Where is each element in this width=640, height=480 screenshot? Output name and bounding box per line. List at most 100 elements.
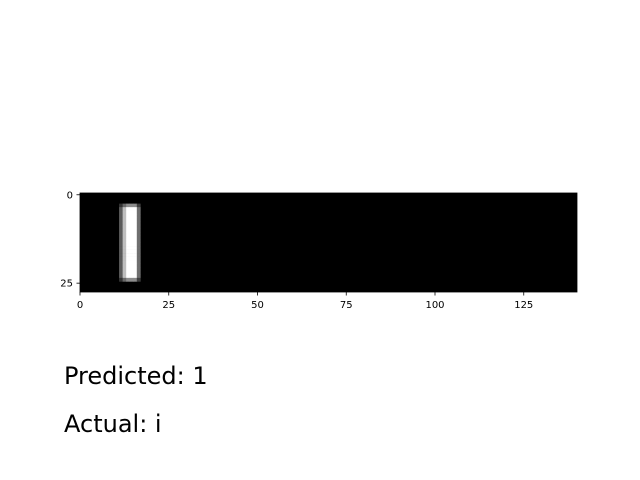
image-pixel	[133, 238, 138, 243]
image-pixel	[136, 270, 141, 275]
image-pixel	[129, 277, 134, 282]
image-pixel	[126, 267, 130, 272]
image-pixel	[119, 228, 123, 233]
image-pixel	[126, 246, 130, 250]
image-pixel	[126, 210, 130, 215]
y-axis: 0 25	[60, 190, 80, 290]
image-pixel	[119, 246, 123, 250]
image-pixel	[126, 263, 130, 268]
image-pixel	[133, 260, 138, 265]
image-pixel	[129, 228, 134, 233]
image-pixel	[122, 270, 127, 275]
image-pixel	[122, 231, 127, 236]
x-tick-label: 75	[340, 300, 353, 311]
image-pixel	[133, 207, 138, 211]
image-pixel	[122, 246, 127, 250]
image-pixel	[122, 277, 127, 282]
image-pixel	[136, 214, 141, 219]
image-pixel	[133, 214, 138, 219]
image-pixel	[126, 256, 130, 261]
image-pixel	[126, 235, 130, 240]
image-pixel	[129, 224, 134, 229]
image-pixel	[126, 274, 130, 279]
image-pixel	[136, 263, 141, 268]
image-pixel	[129, 260, 134, 265]
image-pixel	[122, 207, 127, 211]
image-pixel	[119, 270, 123, 275]
image-pixel	[136, 274, 141, 279]
image-pixel	[136, 207, 141, 211]
image-pixel	[133, 256, 138, 261]
image-pixel	[119, 207, 123, 211]
image-pixel	[136, 221, 141, 226]
x-tick-label: 100	[425, 300, 444, 311]
image-pixel	[122, 221, 127, 226]
y-tick-label: 25	[60, 279, 73, 290]
image-pixel	[119, 235, 123, 240]
image-pixel	[119, 224, 123, 229]
image-pixel	[126, 270, 130, 275]
image-pixel	[122, 203, 127, 208]
image-pixel	[129, 242, 134, 247]
image-pixel	[126, 203, 130, 208]
image-pixel	[129, 253, 134, 257]
image-pixel	[119, 242, 123, 247]
image-pixel	[129, 221, 134, 226]
image-pixel	[126, 238, 130, 243]
image-pixel	[133, 263, 138, 268]
image-pixel	[136, 249, 141, 254]
image-pixel	[126, 253, 130, 257]
image-pixel	[136, 260, 141, 265]
image-pixel	[133, 277, 138, 282]
image-pixel	[129, 263, 134, 268]
image-pixel	[119, 221, 123, 226]
image-pixel	[126, 217, 130, 222]
image-pixel	[136, 253, 141, 257]
image-pixel	[133, 242, 138, 247]
image-pixel	[119, 253, 123, 257]
image-pixel	[129, 267, 134, 272]
image-pixel	[133, 221, 138, 226]
image-pixel	[136, 210, 141, 215]
image-pixel	[129, 203, 134, 208]
image-pixel	[122, 235, 127, 240]
x-tick-label: 125	[514, 300, 533, 311]
image-pixel	[122, 260, 127, 265]
image-pixel	[122, 256, 127, 261]
image-pixel	[136, 267, 141, 272]
image-pixel	[129, 207, 134, 211]
image-pixel	[126, 214, 130, 219]
image-pixel	[133, 203, 138, 208]
image-pixel	[129, 274, 134, 279]
image-pixel	[119, 267, 123, 272]
image-pixel	[119, 214, 123, 219]
actual-label: Actual: i	[64, 410, 162, 438]
image-pixel	[133, 253, 138, 257]
image-pixel	[136, 203, 141, 208]
image-pixel	[122, 214, 127, 219]
image-pixel	[133, 270, 138, 275]
image-pixel	[122, 249, 127, 254]
image-pixel	[122, 253, 127, 257]
image-pixel	[136, 242, 141, 247]
image-pixel	[119, 249, 123, 254]
image-pixel	[133, 224, 138, 229]
image-pixel	[129, 238, 134, 243]
image-pixel	[119, 277, 123, 282]
image-pixel	[126, 221, 130, 226]
image-pixel	[129, 235, 134, 240]
image-pixel	[119, 256, 123, 261]
image-pixel	[122, 217, 127, 222]
image-pixel	[122, 274, 127, 279]
image-pixel	[129, 246, 134, 250]
image-pixel	[126, 231, 130, 236]
image-pixel	[126, 228, 130, 233]
image-pixel	[119, 217, 123, 222]
image-pixel	[129, 249, 134, 254]
predicted-label: Predicted: 1	[64, 362, 208, 390]
image-pixel	[129, 231, 134, 236]
image-pixel	[136, 224, 141, 229]
image-background	[80, 193, 577, 292]
image-pixel	[136, 277, 141, 282]
